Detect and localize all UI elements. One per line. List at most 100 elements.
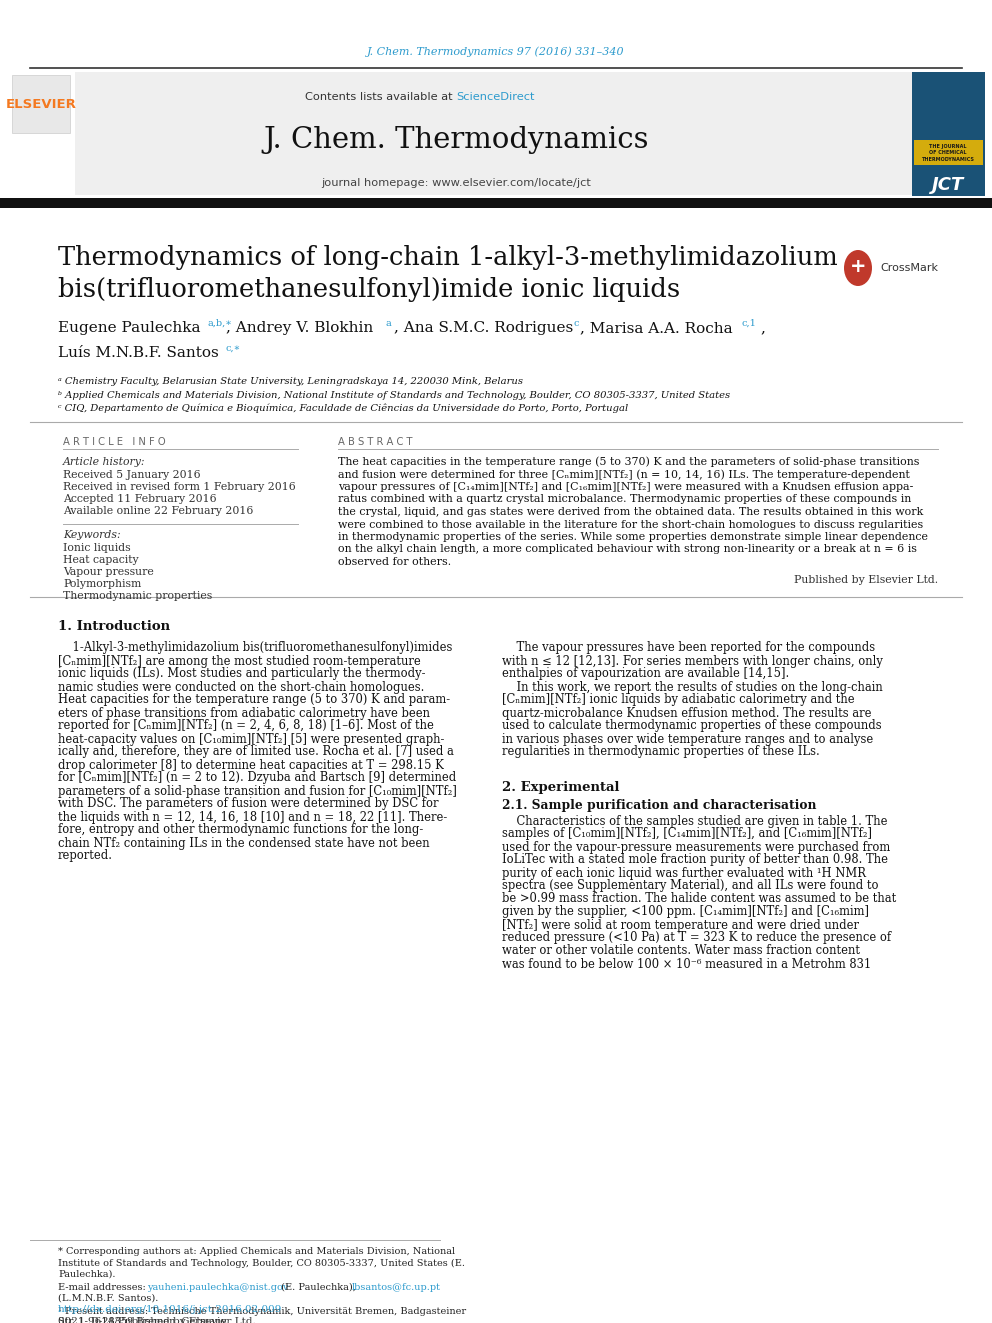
Text: be >0.99 mass fraction. The halide content was assumed to be that: be >0.99 mass fraction. The halide conte…	[502, 893, 896, 905]
Text: Eugene Paulechka: Eugene Paulechka	[58, 321, 200, 335]
Text: Available online 22 February 2016: Available online 22 February 2016	[63, 505, 253, 516]
Text: namic studies were conducted on the short-chain homologues.: namic studies were conducted on the shor…	[58, 680, 425, 693]
Text: c: c	[573, 319, 578, 328]
Text: reported.: reported.	[58, 849, 113, 863]
Text: ᶜ CIQ, Departamento de Química e Bioquímica, Faculdade de Ciências da Universida: ᶜ CIQ, Departamento de Química e Bioquím…	[58, 404, 628, 413]
Text: regularities in thermodynamic properties of these ILs.: regularities in thermodynamic properties…	[502, 745, 819, 758]
Text: ionic liquids (ILs). Most studies and particularly the thermody-: ionic liquids (ILs). Most studies and pa…	[58, 668, 426, 680]
Text: were combined to those available in the literature for the short-chain homologue: were combined to those available in the …	[338, 520, 924, 529]
Text: samples of [C₁₀mim][NTf₂], [C₁₄mim][NTf₂], and [C₁₆mim][NTf₂]: samples of [C₁₀mim][NTf₂], [C₁₄mim][NTf₂…	[502, 827, 872, 840]
Text: Paulechka).: Paulechka).	[58, 1270, 115, 1278]
Text: A R T I C L E   I N F O: A R T I C L E I N F O	[63, 437, 166, 447]
Text: , Marisa A.A. Rocha: , Marisa A.A. Rocha	[580, 321, 733, 335]
Text: Published by Elsevier Ltd.: Published by Elsevier Ltd.	[794, 576, 938, 585]
Text: a: a	[386, 319, 392, 328]
Text: [NTf₂] were solid at room temperature and were dried under: [NTf₂] were solid at room temperature an…	[502, 918, 859, 931]
Text: lbsantos@fc.up.pt: lbsantos@fc.up.pt	[352, 1282, 441, 1291]
Text: E-mail addresses:: E-mail addresses:	[58, 1282, 149, 1291]
Text: Article history:: Article history:	[63, 456, 146, 467]
Text: purity of each ionic liquid was further evaluated with ¹H NMR: purity of each ionic liquid was further …	[502, 867, 866, 880]
Bar	[75, 71, 915, 194]
Text: c,1: c,1	[742, 319, 757, 328]
Text: in thermodynamic properties of the series. While some properties demonstrate sim: in thermodynamic properties of the serie…	[338, 532, 928, 542]
Text: Heat capacities for the temperature range (5 to 370) K and param-: Heat capacities for the temperature rang…	[58, 693, 450, 706]
Text: * Corresponding authors at: Applied Chemicals and Materials Division, National: * Corresponding authors at: Applied Chem…	[58, 1248, 455, 1257]
Text: Vapour pressure: Vapour pressure	[63, 568, 154, 577]
Text: Str. 1, D-28359 Bremen, Germany.: Str. 1, D-28359 Bremen, Germany.	[58, 1318, 228, 1323]
Text: in various phases over wide temperature ranges and to analyse: in various phases over wide temperature …	[502, 733, 873, 745]
Text: ratus combined with a quartz crystal microbalance. Thermodynamic properties of t: ratus combined with a quartz crystal mic…	[338, 495, 912, 504]
Text: [Cₙmim][NTf₂] ionic liquids by adiabatic calorimetry and the: [Cₙmim][NTf₂] ionic liquids by adiabatic…	[502, 693, 855, 706]
Text: Keywords:: Keywords:	[63, 531, 121, 540]
Bar	[912, 71, 985, 196]
Text: , Ana S.M.C. Rodrigues: , Ana S.M.C. Rodrigues	[394, 321, 573, 335]
Text: bis(trifluoromethanesulfonyl)imide ionic liquids: bis(trifluoromethanesulfonyl)imide ionic…	[58, 278, 681, 303]
Text: was found to be below 100 × 10⁻⁶ measured in a Metrohm 831: was found to be below 100 × 10⁻⁶ measure…	[502, 958, 871, 971]
Text: yauheni.paulechka@nist.gov: yauheni.paulechka@nist.gov	[147, 1282, 289, 1291]
Text: Luís M.N.B.F. Santos: Luís M.N.B.F. Santos	[58, 347, 219, 360]
Text: , Andrey V. Blokhin: , Andrey V. Blokhin	[226, 321, 373, 335]
Text: Thermodynamic properties: Thermodynamic properties	[63, 591, 212, 601]
Text: with DSC. The parameters of fusion were determined by DSC for: with DSC. The parameters of fusion were …	[58, 798, 438, 811]
Text: Received 5 January 2016: Received 5 January 2016	[63, 470, 200, 480]
Text: chain NTf₂ containing ILs in the condensed state have not been: chain NTf₂ containing ILs in the condens…	[58, 836, 430, 849]
Text: the liquids with n = 12, 14, 16, 18 [10] and n = 18, 22 [11]. There-: the liquids with n = 12, 14, 16, 18 [10]…	[58, 811, 447, 823]
Text: The vapour pressures have been reported for the compounds: The vapour pressures have been reported …	[502, 642, 875, 655]
Text: Thermodynamics of long-chain 1-alkyl-3-methylimidazolium: Thermodynamics of long-chain 1-alkyl-3-m…	[58, 246, 838, 270]
Text: ¹ Present address: Technische Thermodynamik, Universität Bremen, Badgasteiner: ¹ Present address: Technische Thermodyna…	[58, 1307, 466, 1315]
Text: the crystal, liquid, and gas states were derived from the obtained data. The res: the crystal, liquid, and gas states were…	[338, 507, 924, 517]
Text: vapour pressures of [C₁₄mim][NTf₂] and [C₁₆mim][NTf₂] were measured with a Knuds: vapour pressures of [C₁₄mim][NTf₂] and […	[338, 482, 914, 492]
Text: quartz-microbalance Knudsen effusion method. The results are: quartz-microbalance Knudsen effusion met…	[502, 706, 872, 720]
Text: In this work, we report the results of studies on the long-chain: In this work, we report the results of s…	[502, 680, 883, 693]
Text: JCT: JCT	[931, 176, 964, 194]
Text: fore, entropy and other thermodynamic functions for the long-: fore, entropy and other thermodynamic fu…	[58, 823, 424, 836]
Text: A B S T R A C T: A B S T R A C T	[338, 437, 413, 447]
Text: J. Chem. Thermodynamics: J. Chem. Thermodynamics	[263, 126, 649, 153]
Text: (E. Paulechka),: (E. Paulechka),	[278, 1282, 359, 1291]
Text: (L.M.N.B.F. Santos).: (L.M.N.B.F. Santos).	[58, 1294, 159, 1303]
Text: used for the vapour-pressure measurements were purchased from: used for the vapour-pressure measurement…	[502, 840, 890, 853]
Text: Characteristics of the samples studied are given in table 1. The: Characteristics of the samples studied a…	[502, 815, 888, 827]
Bar	[0, 198, 992, 208]
Text: with n ≤ 12 [12,13]. For series members with longer chains, only: with n ≤ 12 [12,13]. For series members …	[502, 655, 883, 668]
Text: water or other volatile contents. Water mass fraction content: water or other volatile contents. Water …	[502, 945, 860, 958]
Text: Ionic liquids: Ionic liquids	[63, 542, 131, 553]
Text: eters of phase transitions from adiabatic calorimetry have been: eters of phase transitions from adiabati…	[58, 706, 430, 720]
Text: ELSEVIER: ELSEVIER	[6, 98, 76, 111]
Text: parameters of a solid-phase transition and fusion for [C₁₀mim][NTf₂]: parameters of a solid-phase transition a…	[58, 785, 457, 798]
Text: Polymorphism: Polymorphism	[63, 579, 141, 589]
Text: 1-Alkyl-3-methylimidazolium bis(trifluoromethanesulfonyl)imides: 1-Alkyl-3-methylimidazolium bis(trifluor…	[58, 642, 452, 655]
Text: Institute of Standards and Technology, Boulder, CO 80305-3337, United States (E.: Institute of Standards and Technology, B…	[58, 1258, 465, 1267]
Text: ᵃ Chemistry Faculty, Belarusian State University, Leningradskaya 14, 220030 Mink: ᵃ Chemistry Faculty, Belarusian State Un…	[58, 377, 523, 386]
Text: THE JOURNAL
OF CHEMICAL
THERMODYNAMICS: THE JOURNAL OF CHEMICAL THERMODYNAMICS	[922, 144, 974, 163]
Text: +: +	[850, 257, 866, 275]
Text: given by the supplier, <100 ppm. [C₁₄mim][NTf₂] and [C₁₆mim]: given by the supplier, <100 ppm. [C₁₄mim…	[502, 905, 869, 918]
Bar	[12, 75, 70, 134]
Text: 2. Experimental: 2. Experimental	[502, 781, 619, 794]
Text: heat-capacity values on [C₁₀mim][NTf₂] [5] were presented graph-: heat-capacity values on [C₁₀mim][NTf₂] […	[58, 733, 444, 745]
Text: drop calorimeter [8] to determine heat capacities at T = 298.15 K: drop calorimeter [8] to determine heat c…	[58, 758, 443, 771]
Text: ᵇ Applied Chemicals and Materials Division, National Institute of Standards and : ᵇ Applied Chemicals and Materials Divisi…	[58, 390, 730, 400]
Text: for [Cₙmim][NTf₂] (n = 2 to 12). Dzyuba and Bartsch [9] determined: for [Cₙmim][NTf₂] (n = 2 to 12). Dzyuba …	[58, 771, 456, 785]
Text: http://dx.doi.org/10.1016/j.jct.2016.02.009: http://dx.doi.org/10.1016/j.jct.2016.02.…	[58, 1306, 283, 1315]
Text: 1. Introduction: 1. Introduction	[58, 619, 170, 632]
Text: CrossMark: CrossMark	[880, 263, 938, 273]
Text: and fusion were determined for three [Cₙmim][NTf₂] (n = 10, 14, 16) ILs. The tem: and fusion were determined for three [Cₙ…	[338, 470, 910, 480]
Text: c,∗: c,∗	[225, 344, 240, 352]
Text: Heat capacity: Heat capacity	[63, 556, 139, 565]
Text: ically and, therefore, they are of limited use. Rocha et al. [7] used a: ically and, therefore, they are of limit…	[58, 745, 454, 758]
Text: [Cₙmim][NTf₂] are among the most studied room-temperature: [Cₙmim][NTf₂] are among the most studied…	[58, 655, 421, 668]
Bar	[914, 140, 983, 165]
Text: a,b,∗: a,b,∗	[207, 319, 232, 328]
Text: IoLiTec with a stated mole fraction purity of better than 0.98. The: IoLiTec with a stated mole fraction puri…	[502, 853, 888, 867]
Text: enthalpies of vapourization are available [14,15].: enthalpies of vapourization are availabl…	[502, 668, 790, 680]
Text: Received in revised form 1 February 2016: Received in revised form 1 February 2016	[63, 482, 296, 492]
Text: used to calculate thermodynamic properties of these compounds: used to calculate thermodynamic properti…	[502, 720, 882, 733]
Text: journal homepage: www.elsevier.com/locate/jct: journal homepage: www.elsevier.com/locat…	[321, 179, 591, 188]
Text: ,: ,	[760, 321, 765, 335]
Text: reported for [Cₙmim][NTf₂] (n = 2, 4, 6, 8, 18) [1–6]. Most of the: reported for [Cₙmim][NTf₂] (n = 2, 4, 6,…	[58, 720, 434, 733]
Ellipse shape	[844, 250, 872, 286]
Text: 2.1. Sample purification and characterisation: 2.1. Sample purification and characteris…	[502, 799, 816, 811]
Text: Accepted 11 February 2016: Accepted 11 February 2016	[63, 493, 216, 504]
Text: ScienceDirect: ScienceDirect	[456, 93, 535, 102]
